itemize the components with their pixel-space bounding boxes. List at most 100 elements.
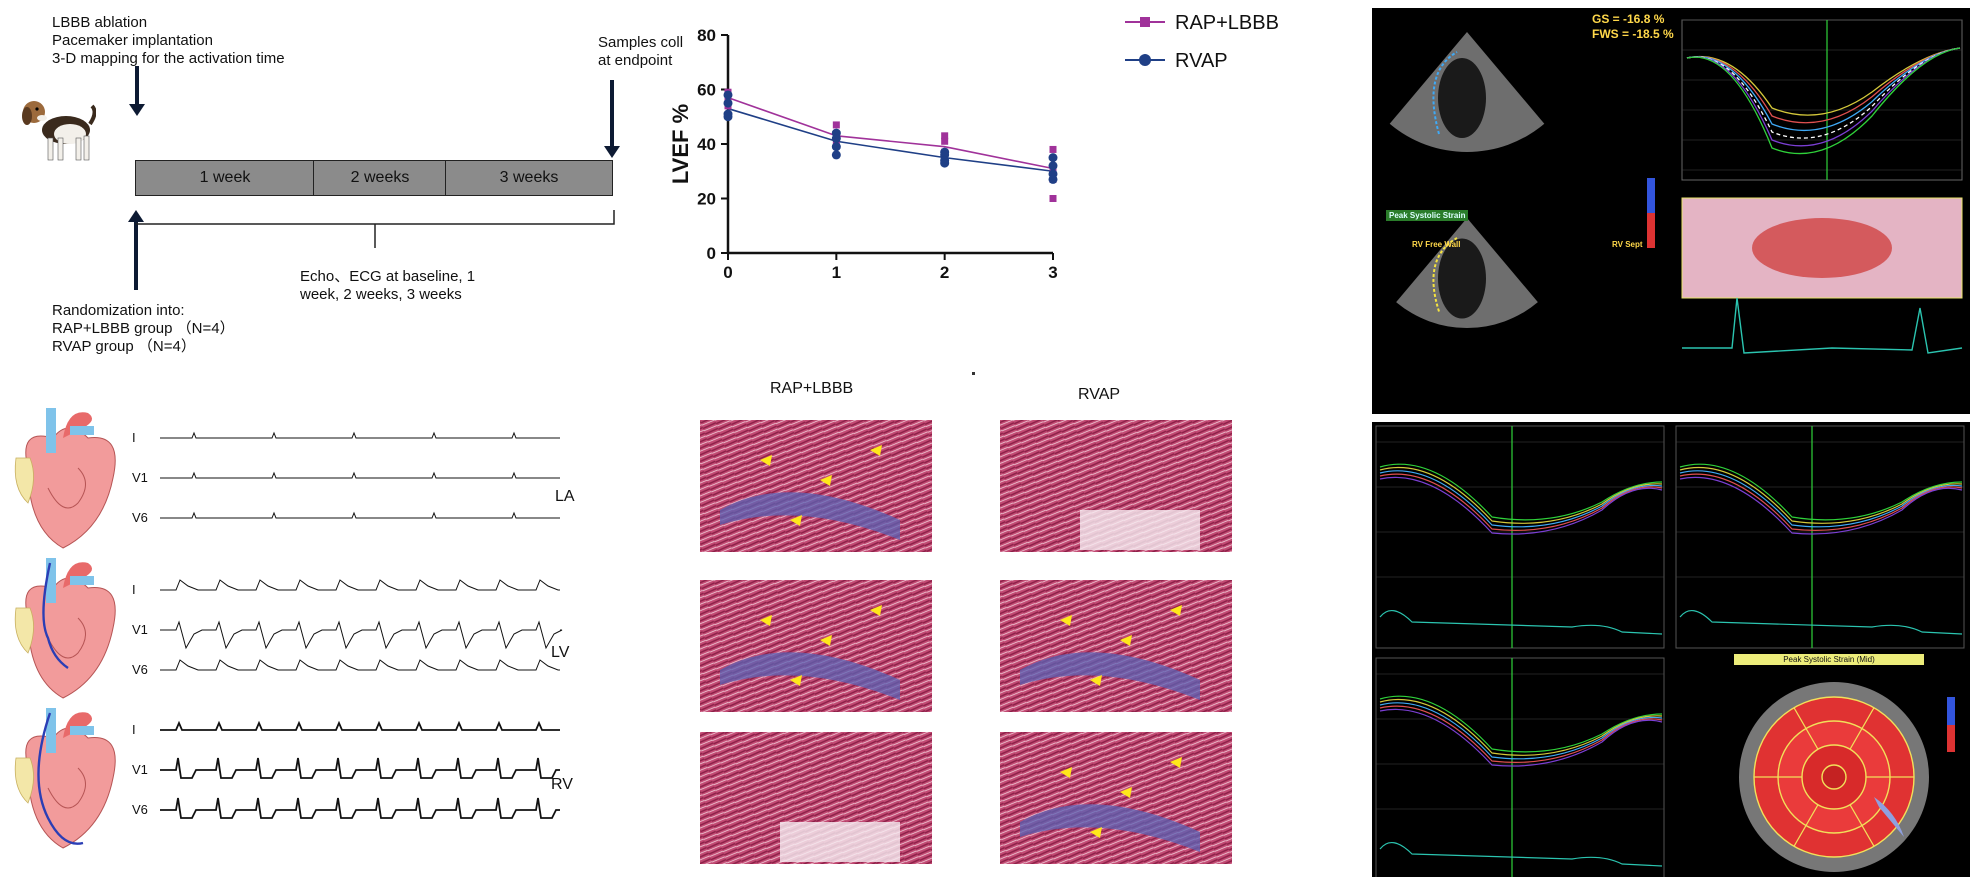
rvap-point <box>940 158 950 168</box>
histology-col-rap-label: RAP+LBBB <box>770 380 854 397</box>
bullseye-plot <box>1739 682 1955 872</box>
pulmonary-artery <box>70 426 94 435</box>
arrow-marker-icon <box>820 635 832 646</box>
heart-body <box>25 577 116 699</box>
peak-systolic-strain-tag: Peak Systolic Strain <box>1386 210 1469 221</box>
chart-y-tick-label: 80 <box>697 26 716 45</box>
pacing-lead <box>37 712 84 845</box>
strain-curve <box>1379 470 1663 528</box>
timeline-week-2: 2 weeks <box>313 160 447 196</box>
pacing-lead <box>42 562 69 669</box>
randomization-arrow <box>134 220 138 290</box>
endocardial-trace <box>1432 51 1458 135</box>
heart-illustration-la <box>14 408 116 549</box>
dog-icon <box>22 101 96 161</box>
collagen-fibrosis <box>720 652 900 700</box>
vena-cava <box>46 708 56 753</box>
strain-curve <box>1686 47 1961 139</box>
strain-curve <box>1679 466 1963 524</box>
legend-label: RAP+LBBB <box>1175 12 1279 34</box>
arrow-marker-icon <box>1060 615 1072 626</box>
segment-divider <box>1793 707 1819 750</box>
vena-cava <box>46 558 56 603</box>
strain-curve <box>1679 463 1963 521</box>
rap-lbbb-point <box>941 132 949 140</box>
rvap-point <box>831 134 841 144</box>
strain-curve <box>1686 47 1961 131</box>
chart-y-tick-label: 20 <box>697 190 716 209</box>
endpoint-arrow <box>610 80 614 150</box>
timeline-endpoint-text: Samples coll at endpoint <box>598 34 684 69</box>
histology-tile-4 <box>700 732 932 864</box>
strain-curve <box>1379 466 1663 524</box>
chart-y-tick-label: 40 <box>697 135 716 154</box>
histology-tile-2 <box>700 580 932 712</box>
strain-color-bar-red <box>1647 213 1655 248</box>
strain-curve <box>1686 47 1961 116</box>
arrow-marker-icon <box>870 605 882 616</box>
tissue-void <box>1080 510 1200 550</box>
rvap-point <box>723 90 733 100</box>
histology-tile-0 <box>700 420 932 552</box>
strain-quadrant-0 <box>1375 425 1665 649</box>
strain-curve <box>1379 698 1663 756</box>
rvap-point <box>723 98 733 108</box>
arrow-marker-icon <box>790 675 802 686</box>
rap-lbbb-point <box>941 137 949 145</box>
ecg-strip <box>1379 610 1663 635</box>
arrow-marker-icon <box>760 615 772 626</box>
heatmap-hotspot <box>1752 218 1892 278</box>
quadrant-frame <box>1375 425 1665 649</box>
heart-illustration-rv <box>14 708 116 849</box>
strain-curve <box>1379 476 1663 535</box>
procedure-arrow <box>135 66 139 108</box>
strain-curve <box>1686 47 1961 155</box>
histology-tile-5 <box>1000 732 1232 864</box>
strain-curve <box>1379 473 1663 531</box>
rap-lbbb-point <box>1049 195 1057 202</box>
chamber-label-lv: LV <box>551 644 570 661</box>
series-line-rap-lbbb <box>727 96 1054 170</box>
ecg-trace <box>160 471 560 479</box>
strain-curve <box>1679 473 1963 531</box>
right-atrium <box>14 757 34 804</box>
chart-x-tick-label: 1 <box>832 263 841 282</box>
strain-curve <box>1379 708 1663 767</box>
arrow-marker-icon <box>790 515 802 526</box>
septum <box>47 467 86 509</box>
endocardial-trace <box>1432 237 1458 312</box>
vena-cava <box>46 408 56 453</box>
rvap-point <box>1048 174 1058 184</box>
rap-lbbb-point <box>1049 145 1057 153</box>
ecg-trace <box>160 579 560 591</box>
echo-ecg-schedule-text: Echo、ECG at baseline, 1 week, 2 weeks, 3… <box>300 268 476 303</box>
pulmonary-artery <box>70 726 94 735</box>
rv-free-wall-label: RV Free Wall <box>1412 240 1461 249</box>
chart-x-tick-label: 3 <box>1048 263 1057 282</box>
speckle-tracking-panel: GS = -16.8 % FWS = -18.5 % Peak Systolic… <box>1372 8 1970 414</box>
arrow-marker-icon <box>1170 757 1182 768</box>
bullseye-apex <box>1821 764 1847 790</box>
ecg-trace <box>160 757 560 779</box>
strain-curve <box>1379 463 1663 521</box>
chart-x-tick-label: 0 <box>723 263 732 282</box>
ecg-strip <box>1379 842 1663 867</box>
rv-sept-label: RV Sept <box>1612 240 1643 249</box>
segment-divider <box>1849 804 1875 847</box>
ecg-lead-label: V6 <box>132 510 148 525</box>
ecg-lead-label: V6 <box>132 802 148 817</box>
arrow-marker-icon <box>1120 787 1132 798</box>
arrow-marker-icon <box>1090 827 1102 838</box>
arrow-marker-icon <box>820 475 832 486</box>
arrow-marker-icon <box>760 455 772 466</box>
heatmap-frame <box>1681 197 1963 299</box>
ecg-trace <box>160 720 560 731</box>
ecg-lead-label: V1 <box>132 470 148 485</box>
ecg-lead-label: V1 <box>132 762 148 777</box>
collagen-fibrosis <box>1020 804 1200 852</box>
lvef-line-chart: 0 20 40 60 80 0 1 2 3 LVEF % RAP+LBBB RVAP <box>670 12 1279 282</box>
randomization-text: Randomization into: RAP+LBBB group （N=4）… <box>52 302 235 355</box>
tissue-void <box>780 822 900 862</box>
chart-y-tick-label: 0 <box>707 244 716 263</box>
series-line-rvap <box>727 107 1054 173</box>
